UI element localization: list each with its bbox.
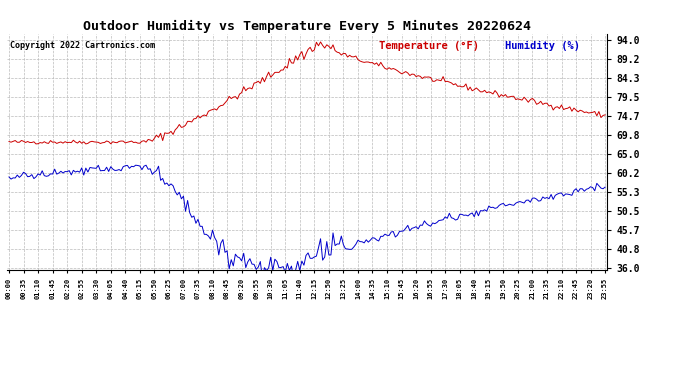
Title: Outdoor Humidity vs Temperature Every 5 Minutes 20220624: Outdoor Humidity vs Temperature Every 5 …	[83, 20, 531, 33]
Text: Humidity (%): Humidity (%)	[505, 41, 580, 51]
Text: Copyright 2022 Cartronics.com: Copyright 2022 Cartronics.com	[10, 41, 155, 50]
Text: Temperature (°F): Temperature (°F)	[379, 41, 479, 51]
